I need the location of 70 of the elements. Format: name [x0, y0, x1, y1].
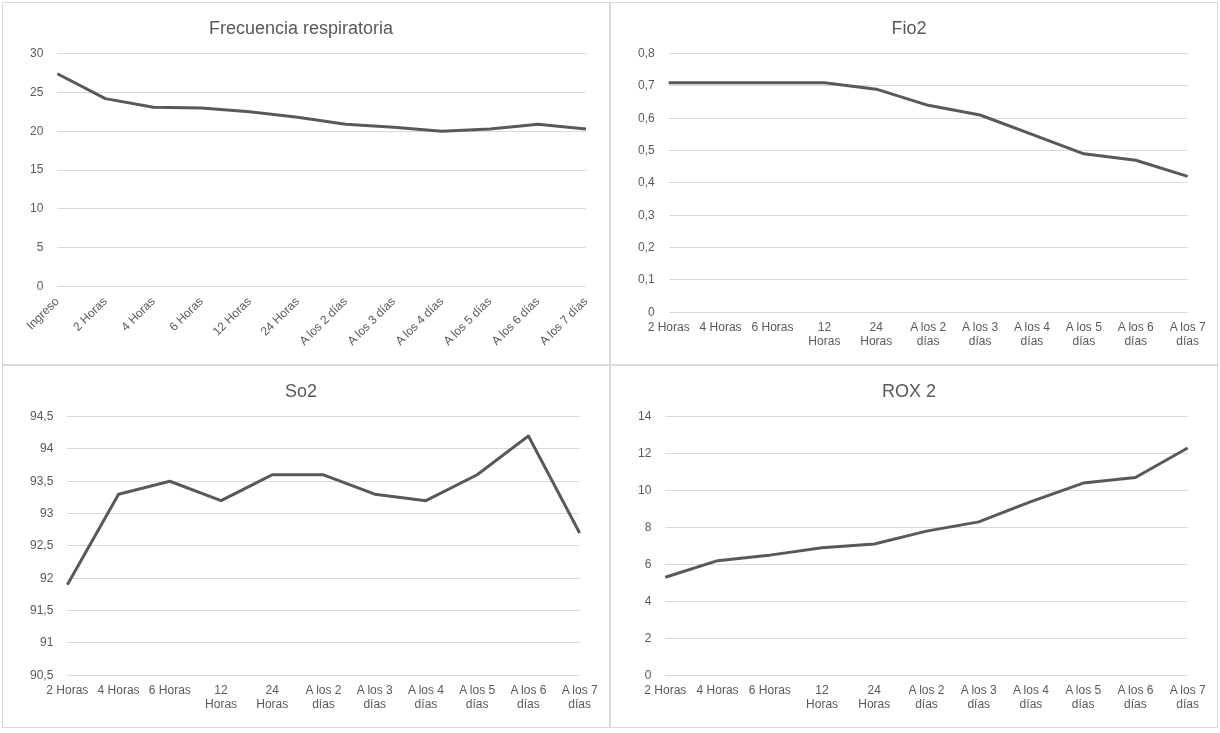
y-tick-label: 0	[644, 667, 652, 682]
x-tick-label: A los 2 días	[910, 319, 947, 349]
y-tick-label: 93,5	[30, 473, 54, 488]
chart-title: Fio2	[891, 17, 927, 38]
x-tick-label: A los 6 días	[510, 682, 547, 712]
y-tick-label: 0,4	[637, 175, 655, 190]
x-tick-label: 4 Horas	[699, 319, 742, 334]
x-tick-label: 6 Horas	[748, 682, 791, 697]
x-tick-label: A los 7 días	[561, 682, 598, 712]
x-tick-label: A los 6 días	[1117, 319, 1155, 349]
y-tick-label: 0	[36, 278, 44, 293]
x-tick-label: 2 Horas	[46, 682, 89, 697]
y-tick-label: 92,5	[30, 538, 54, 553]
x-tick-label: A los 7 días	[1169, 682, 1206, 712]
y-tick-label: 0,7	[637, 78, 655, 93]
y-tick-label: 14	[637, 408, 652, 423]
x-tick-label: A los 4 días	[1013, 319, 1051, 349]
x-tick-label: A los 3 días	[960, 682, 998, 712]
y-tick-label: 6	[644, 556, 652, 571]
y-tick-label: 0,6	[637, 110, 655, 125]
y-tick-label: 94,5	[30, 408, 54, 423]
y-tick-label: 25	[29, 84, 44, 99]
x-tick-label: 4 Horas	[696, 682, 739, 697]
y-tick-label: 0,2	[637, 239, 655, 254]
x-tick-label: A los 5 días	[1065, 319, 1103, 349]
y-tick-label: 91,5	[30, 602, 54, 617]
y-tick-label: 93	[40, 505, 54, 520]
x-tick-label: 12 Horas	[806, 682, 839, 712]
x-tick-label: 12 Horas	[205, 682, 238, 712]
chart-title: ROX 2	[881, 380, 937, 401]
y-tick-label: 0	[647, 304, 655, 319]
x-tick-label: A los 2 días	[305, 682, 342, 712]
x-tick-label: 24 Horas	[858, 682, 891, 712]
x-tick-label: 24 Horas	[256, 682, 289, 712]
x-tick-label: 6 Horas	[148, 682, 191, 697]
y-tick-label: 10	[637, 482, 652, 497]
y-tick-label: 0,1	[637, 272, 655, 287]
x-tick-label: A los 4 días	[407, 682, 445, 712]
y-tick-label: 94	[40, 441, 54, 456]
x-tick-label: A los 4 días	[1012, 682, 1050, 712]
y-tick-label: 91	[40, 635, 54, 650]
y-tick-label: 5	[36, 239, 44, 254]
y-tick-label: 10	[29, 201, 44, 216]
chart-title: Frecuencia respiratoria	[208, 17, 395, 38]
x-tick-label: A los 3 días	[962, 319, 999, 349]
x-tick-label: A los 5 días	[1065, 682, 1102, 712]
x-tick-label: 2 Horas	[644, 682, 687, 697]
x-tick-label: A los 5 días	[459, 682, 496, 712]
x-tick-label: A los 6 días	[1117, 682, 1154, 712]
x-tick-label: A los 3 días	[356, 682, 394, 712]
y-tick-label: 90,5	[30, 667, 54, 682]
x-tick-label: A los 7 días	[1169, 319, 1206, 349]
y-tick-label: 0,5	[637, 142, 655, 157]
x-tick-label: A los 2 días	[908, 682, 945, 712]
x-tick-label: 6 Horas	[751, 319, 794, 334]
x-tick-label: 4 Horas	[97, 682, 140, 697]
x-tick-label: 2 Horas	[647, 319, 690, 334]
y-tick-label: 20	[29, 123, 44, 138]
y-tick-label: 2	[644, 630, 652, 645]
y-tick-label: 92	[40, 570, 54, 585]
y-tick-label: 12	[637, 445, 652, 460]
y-tick-label: 0,3	[637, 207, 655, 222]
y-tick-label: 0,8	[637, 45, 655, 60]
y-tick-label: 30	[29, 45, 44, 60]
x-tick-label: 12 Horas	[808, 319, 841, 349]
y-tick-label: 8	[644, 519, 652, 534]
y-tick-label: 15	[29, 162, 44, 177]
chart-title: So2	[284, 380, 318, 401]
y-tick-label: 4	[644, 593, 652, 608]
x-tick-label: 24 Horas	[860, 319, 893, 349]
